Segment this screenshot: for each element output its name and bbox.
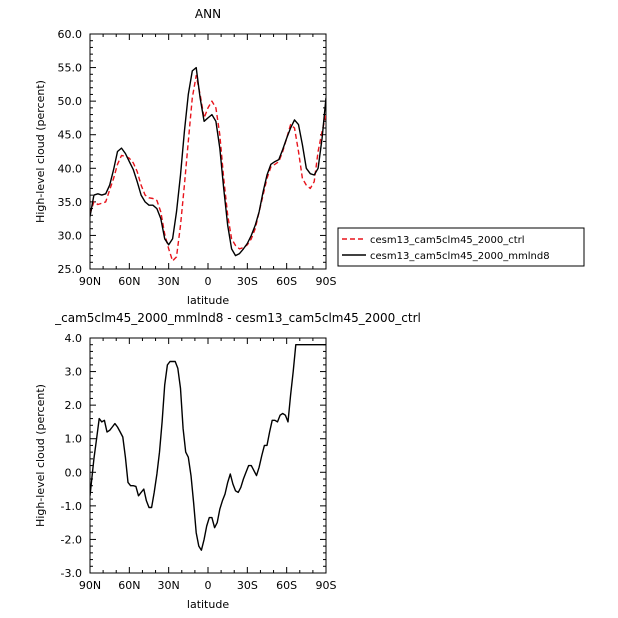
legend-entry: cesm13_cam5clm45_2000_mmlnd8 (370, 251, 550, 262)
x-tick-label: 60S (276, 275, 297, 288)
plot-frame (89, 33, 327, 270)
x-axis-label: latitude (187, 598, 229, 611)
y-tick-label: 60.0 (58, 28, 83, 41)
x-tick-label: 90S (316, 579, 337, 592)
chart-title: _cam5clm45_2000_mmlnd8 - cesm13_cam5clm4… (54, 311, 421, 325)
y-axis-label: High-level cloud (percent) (34, 80, 47, 223)
x-tick-label: 60S (276, 579, 297, 592)
y-tick-label: 50.0 (58, 95, 83, 108)
y-tick-label: 35.0 (58, 196, 83, 209)
y-tick-label: -2.0 (61, 533, 82, 546)
x-tick-label: 90N (79, 579, 101, 592)
y-tick-label: 30.0 (58, 229, 83, 242)
series-line-1 (90, 344, 326, 551)
x-tick-label: 90N (79, 275, 101, 288)
y-tick-label: 3.0 (65, 366, 83, 379)
bottom-chart: _cam5clm45_2000_mmlnd8 - cesm13_cam5clm4… (34, 311, 421, 611)
x-tick-label: 30N (158, 579, 180, 592)
x-tick-label: 30S (237, 579, 258, 592)
y-tick-label: -1.0 (61, 500, 82, 513)
y-tick-label: 55.0 (58, 62, 83, 75)
top-chart: ANN 25.0 30.0 35.0 40.0 45.0 50.0 55.0 60.0 90N 60… (34, 7, 585, 307)
x-tick-label: 60N (118, 579, 140, 592)
y-tick-label: 1.0 (65, 433, 83, 446)
y-tick-label: 0.0 (65, 466, 83, 479)
x-axis-label: latitude (187, 294, 229, 307)
x-tick-label: 30S (237, 275, 258, 288)
x-tick-label: 0 (205, 275, 212, 288)
y-tick-label: 40.0 (58, 162, 83, 175)
x-tick-label: 30N (158, 275, 180, 288)
legend-box (337, 227, 585, 267)
y-tick-label: -3.0 (61, 567, 82, 580)
series-line-1 (90, 74, 326, 262)
series-line-2 (90, 66, 326, 257)
y-tick-label: 2.0 (65, 399, 83, 412)
y-tick-label: 45.0 (58, 129, 83, 142)
y-tick-label: 25.0 (58, 263, 83, 276)
chart-title: ANN (195, 7, 221, 21)
x-tick-label: 90S (316, 275, 337, 288)
y-axis-label: High-level cloud (percent) (34, 384, 47, 527)
x-tick-label: 60N (118, 275, 140, 288)
legend-entry: cesm13_cam5clm45_2000_ctrl (370, 235, 525, 246)
y-tick-label: 4.0 (65, 332, 83, 345)
x-tick-label: 0 (205, 579, 212, 592)
